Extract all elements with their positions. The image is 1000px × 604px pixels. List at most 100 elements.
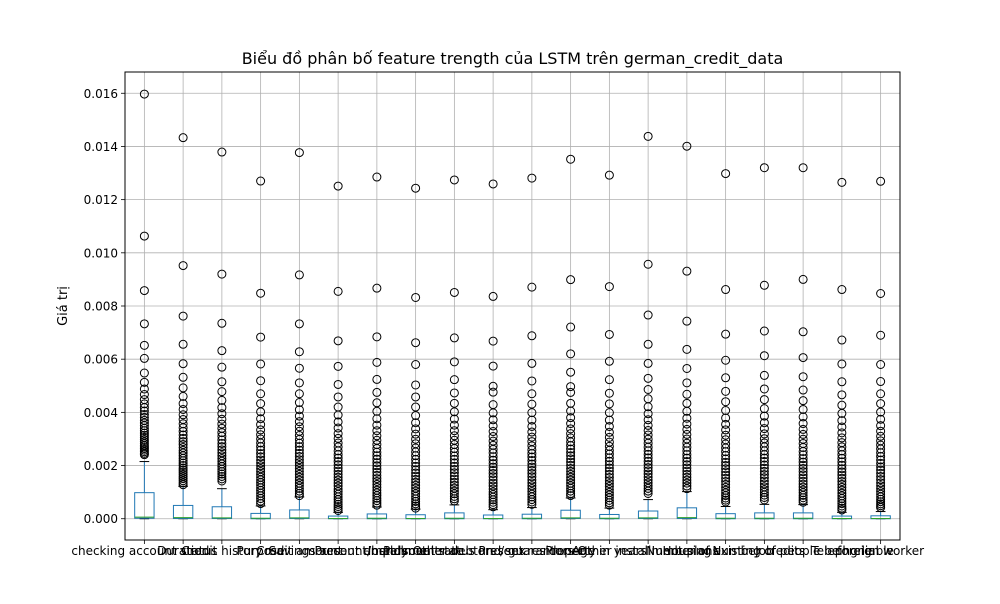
outlier-point <box>449 357 459 367</box>
outlier-point <box>488 478 498 488</box>
outlier-point <box>372 444 382 454</box>
outlier-point <box>566 472 576 482</box>
outlier-point <box>178 372 188 382</box>
outlier-point <box>411 454 421 464</box>
box-group <box>560 154 581 520</box>
box-iqr <box>715 513 736 520</box>
outlier-point <box>527 492 537 502</box>
outlier-point <box>566 441 576 451</box>
outlier-point <box>876 407 886 417</box>
outlier-point <box>682 478 692 488</box>
outlier-point <box>449 420 459 430</box>
outlier-point <box>837 494 847 504</box>
outlier-point <box>798 412 808 422</box>
outlier-point <box>604 453 614 463</box>
outlier-point <box>449 491 459 501</box>
outlier-point <box>217 469 227 479</box>
outlier-point <box>217 377 227 387</box>
outlier-point <box>411 471 421 481</box>
outlier-point <box>217 438 227 448</box>
outlier-point <box>837 450 847 460</box>
outlier-point <box>372 451 382 461</box>
outlier-point <box>798 163 808 173</box>
outlier-point <box>837 177 847 187</box>
box-iqr <box>792 512 814 520</box>
outlier-point <box>217 442 227 452</box>
outlier-point <box>643 459 653 469</box>
outlier-point <box>837 457 847 467</box>
outlier-point <box>798 419 808 429</box>
outlier-point <box>798 385 808 395</box>
outlier-point <box>759 424 769 434</box>
outlier-point <box>372 447 382 457</box>
outlier-point <box>837 460 847 470</box>
box-group <box>831 177 853 520</box>
outlier-point <box>294 483 304 493</box>
outlier-point <box>798 470 808 480</box>
outlier-point <box>449 458 459 468</box>
outlier-point <box>721 406 731 416</box>
outlier-point <box>566 413 576 423</box>
outlier-point <box>721 447 731 457</box>
x-tick-label: Other installment plans <box>578 544 719 558</box>
outlier-point <box>178 463 188 473</box>
outlier-point <box>294 458 304 468</box>
outlier-point <box>876 462 886 472</box>
outlier-point <box>798 396 808 406</box>
outlier-point <box>488 469 498 479</box>
outlier-point <box>682 463 692 473</box>
box-group <box>250 176 271 520</box>
outlier-point <box>139 286 149 296</box>
outlier-point <box>217 428 227 438</box>
outlier-point <box>139 390 149 400</box>
outlier-point <box>837 499 847 509</box>
outlier-point <box>798 353 808 363</box>
outlier-point <box>837 467 847 477</box>
box-group <box>792 163 814 520</box>
outlier-point <box>411 465 421 475</box>
outlier-point <box>217 435 227 445</box>
outlier-point <box>217 362 227 372</box>
outlier-point <box>256 461 266 471</box>
outlier-point <box>294 461 304 471</box>
outlier-point <box>178 427 188 437</box>
outlier-point <box>759 326 769 336</box>
outlier-point <box>411 494 421 504</box>
outlier-point <box>488 432 498 442</box>
outlier-point <box>721 355 731 365</box>
outlier-point <box>411 402 421 412</box>
outlier-point <box>876 330 886 340</box>
outlier-point <box>604 329 614 339</box>
outlier-point <box>372 461 382 471</box>
outlier-point <box>837 464 847 474</box>
box-group <box>172 133 194 520</box>
outlier-point <box>798 488 808 498</box>
y-tick-label: 0.016 <box>84 87 118 101</box>
outlier-point <box>682 469 692 479</box>
outlier-point <box>294 442 304 452</box>
outlier-point <box>527 481 537 491</box>
outlier-point <box>604 482 614 492</box>
outlier-point <box>721 461 731 471</box>
outlier-point <box>798 493 808 503</box>
outlier-point <box>372 357 382 367</box>
outlier-point <box>721 473 731 483</box>
outlier-point <box>294 455 304 465</box>
outlier-point <box>178 339 188 349</box>
box-group <box>211 147 233 520</box>
outlier-point <box>449 175 459 185</box>
outlier-point <box>837 477 847 486</box>
outlier-point <box>798 327 808 337</box>
outlier-point <box>527 462 537 472</box>
box-group <box>599 170 620 520</box>
outlier-point <box>604 495 614 505</box>
outlier-point <box>527 427 537 437</box>
outlier-point <box>449 496 459 506</box>
x-tick-label: Personal status and sex <box>383 544 525 558</box>
outlier-point <box>294 363 304 373</box>
outlier-point <box>759 411 769 421</box>
outlier-point <box>721 470 731 480</box>
outlier-point <box>837 428 847 438</box>
outlier-point <box>411 392 421 402</box>
